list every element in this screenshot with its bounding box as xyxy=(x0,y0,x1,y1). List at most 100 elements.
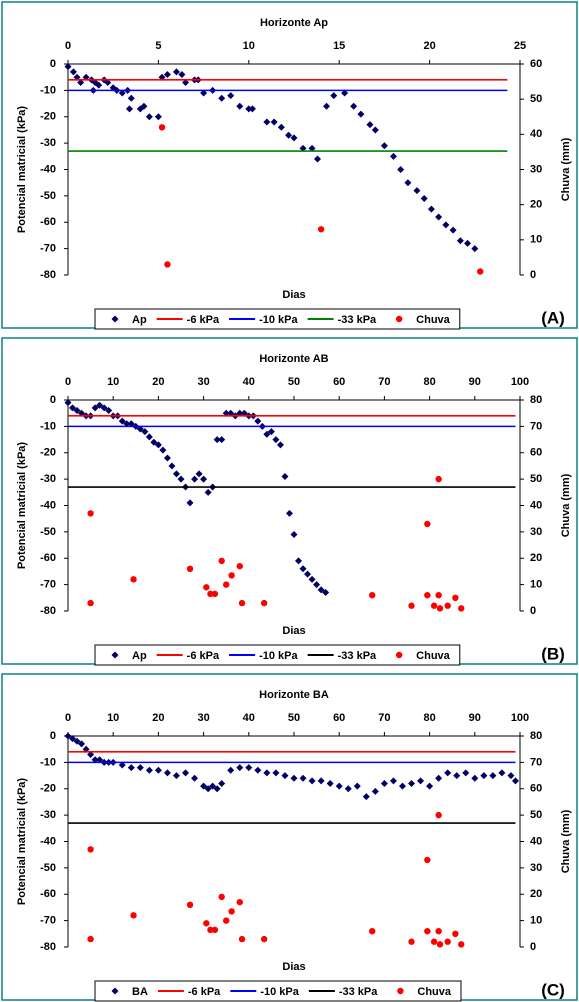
data-point xyxy=(285,509,293,517)
data-point xyxy=(290,531,298,539)
data-point xyxy=(168,462,176,470)
data-point xyxy=(73,407,81,415)
data-point xyxy=(322,589,330,597)
y-tick-label: 0 xyxy=(50,58,56,70)
legend-label: -10 kPa xyxy=(259,650,298,662)
legend-label: Ap xyxy=(132,650,147,662)
data-point xyxy=(228,908,235,915)
data-point xyxy=(245,764,253,772)
y-tick-label: -20 xyxy=(40,783,56,795)
x-tick-label: 20 xyxy=(152,376,164,388)
legend-swatch xyxy=(397,987,404,995)
data-point xyxy=(498,769,506,777)
data-point xyxy=(317,586,325,594)
data-point xyxy=(480,772,488,780)
data-point xyxy=(123,420,131,428)
data-point xyxy=(254,417,262,425)
y-axis-label: Potencial matricial (kPa) xyxy=(16,106,28,233)
data-point xyxy=(435,591,442,599)
data-point xyxy=(87,599,94,607)
x-tick-label: 60 xyxy=(333,712,345,724)
data-point xyxy=(77,78,85,86)
x-tick-label: 15 xyxy=(333,40,345,52)
data-point xyxy=(442,221,450,229)
data-point xyxy=(140,102,148,110)
data-point xyxy=(145,433,153,441)
data-point xyxy=(477,268,484,275)
y-tick-label: -10 xyxy=(40,756,56,768)
data-point xyxy=(203,584,210,591)
data-point xyxy=(218,557,225,565)
y2-axis-label: Chuva (mm) xyxy=(560,809,572,873)
data-point xyxy=(130,576,137,583)
data-point xyxy=(344,785,352,793)
y2-tick-label: 30 xyxy=(530,163,542,175)
data-point xyxy=(78,740,86,748)
data-point xyxy=(64,399,72,407)
y2-tick-label: 0 xyxy=(530,269,536,281)
y2-tick-label: 60 xyxy=(530,447,542,459)
data-point xyxy=(186,565,194,572)
data-point xyxy=(326,779,334,787)
data-point xyxy=(218,779,226,787)
data-point xyxy=(430,602,438,609)
data-point xyxy=(314,155,322,163)
y2-tick-label: 10 xyxy=(530,234,542,246)
data-point xyxy=(371,787,379,795)
data-point xyxy=(444,938,451,945)
data-point xyxy=(366,121,374,129)
data-point xyxy=(236,764,244,772)
data-point xyxy=(186,499,194,507)
data-point xyxy=(64,63,72,71)
data-point xyxy=(87,935,94,943)
data-point xyxy=(127,94,135,102)
data-point xyxy=(456,237,464,245)
data-point xyxy=(417,777,425,785)
y2-tick-label: 0 xyxy=(530,605,536,617)
x-tick-label: 40 xyxy=(243,376,255,388)
data-point xyxy=(172,68,180,76)
data-point xyxy=(281,472,289,480)
data-point xyxy=(424,520,431,528)
data-point xyxy=(96,756,104,764)
x-tick-label: 90 xyxy=(469,376,481,388)
legend xyxy=(94,644,461,666)
y-tick-label: -10 xyxy=(40,84,56,96)
legend-swatch xyxy=(395,315,403,323)
y2-tick-label: 60 xyxy=(530,58,542,70)
y-tick-label: -80 xyxy=(40,941,56,953)
data-point xyxy=(299,144,307,152)
y-tick-label: -30 xyxy=(40,473,56,485)
data-point xyxy=(260,599,268,607)
legend-label: BA xyxy=(132,986,148,998)
x-tick-label: 30 xyxy=(197,712,209,724)
data-point xyxy=(397,166,405,173)
data-point xyxy=(213,436,221,444)
data-point xyxy=(267,428,275,436)
data-point xyxy=(105,407,113,415)
legend-swatch xyxy=(111,651,119,659)
y2-tick-label: 40 xyxy=(530,835,542,847)
data-point xyxy=(78,409,86,417)
data-point xyxy=(464,239,472,247)
data-point xyxy=(69,404,77,412)
y-tick-label: -50 xyxy=(40,526,56,538)
legend xyxy=(94,308,461,330)
data-point xyxy=(236,898,243,906)
data-point xyxy=(136,425,144,433)
panel-label: (A) xyxy=(541,308,565,327)
y2-axis-label: Chuva (mm) xyxy=(560,137,572,201)
chart-title: Horizonte Ap xyxy=(260,17,328,29)
data-point xyxy=(408,938,415,945)
data-point xyxy=(218,94,226,102)
data-point xyxy=(207,590,214,598)
data-point xyxy=(164,261,171,268)
data-point xyxy=(368,927,376,935)
data-point xyxy=(458,605,465,612)
y2-tick-label: 50 xyxy=(530,473,542,485)
legend-label: Chuva xyxy=(416,314,451,326)
data-point xyxy=(444,602,451,609)
legend-label: -33 kPa xyxy=(339,986,378,998)
